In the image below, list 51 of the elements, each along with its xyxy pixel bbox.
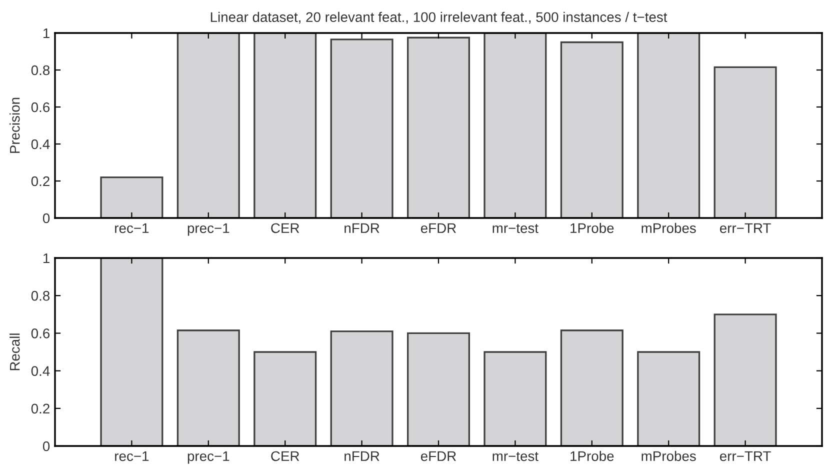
bar [484,351,547,446]
x-tick-label: CER [271,451,300,462]
bar [330,38,394,218]
bar [406,36,470,218]
bar [714,66,777,218]
x-tick-label: mr−test [492,452,538,462]
bar [560,41,624,218]
bar [254,33,317,218]
x-tick-label: nFDR [344,223,380,233]
y-tick-label: 0.6 [31,328,50,338]
x-tick-label: mr−test [492,224,538,234]
chart-title: Linear dataset, 20 relevant feat., 100 irrelevant feat., 500 instances / t−test [210,12,668,24]
x-tick-label: CER [271,223,300,234]
y-tick-label: 0.2 [31,404,50,414]
y-tick-label: 0.8 [31,65,50,76]
y-tick-label: 0.4 [31,139,50,150]
y-tick-label: 0.2 [31,176,50,186]
x-tick-label: eFDR [420,451,456,462]
y-tick-label: 1 [43,28,50,38]
y-axis-title: Recall [10,334,20,370]
bar [714,314,777,446]
x-tick-label: 1Probe [570,450,614,462]
bar [637,351,700,446]
y-tick-label: 0 [42,213,50,224]
y-tick-label: 0.8 [31,290,50,301]
x-tick-label: rec−1 [115,451,149,462]
bar [100,176,164,218]
x-tick-label: err−TRT [720,223,771,234]
y-tick-label: 0.6 [31,102,50,112]
y-tick-label: 1 [43,253,50,264]
x-tick-label: err−TRT [720,451,771,462]
x-tick-label: nFDR [344,451,380,461]
x-tick-label: eFDR [420,223,456,234]
x-tick-label: mProbes [642,222,696,234]
x-tick-label: mProbes [642,450,696,462]
bar [560,330,624,446]
y-tick-label: 0 [42,441,50,452]
x-tick-label: prec−1 [188,223,230,236]
x-tick-label: prec−1 [188,451,230,464]
y-tick-label: 0.4 [31,366,50,376]
bar [176,330,240,446]
x-tick-label: 1Probe [570,222,614,234]
bar [406,332,470,446]
bar [176,33,240,218]
bar [254,351,317,446]
y-axis-title: Precision [10,98,20,153]
bar [100,258,164,446]
bar [637,33,700,218]
bar [484,33,547,218]
bar [330,330,394,446]
x-tick-label: rec−1 [115,223,149,234]
